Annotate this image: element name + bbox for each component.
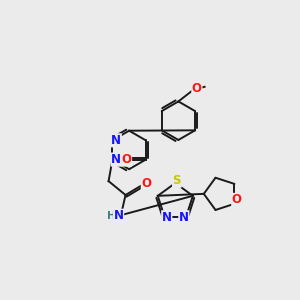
Text: O: O	[141, 177, 151, 190]
Text: N: N	[111, 134, 121, 147]
Text: N: N	[111, 153, 121, 166]
Text: O: O	[122, 153, 131, 166]
Text: O: O	[232, 194, 242, 206]
Text: N: N	[179, 211, 189, 224]
Text: H: H	[107, 211, 116, 221]
Text: S: S	[172, 174, 181, 187]
Text: N: N	[162, 211, 172, 224]
Text: O: O	[192, 82, 202, 95]
Text: N: N	[114, 209, 124, 222]
